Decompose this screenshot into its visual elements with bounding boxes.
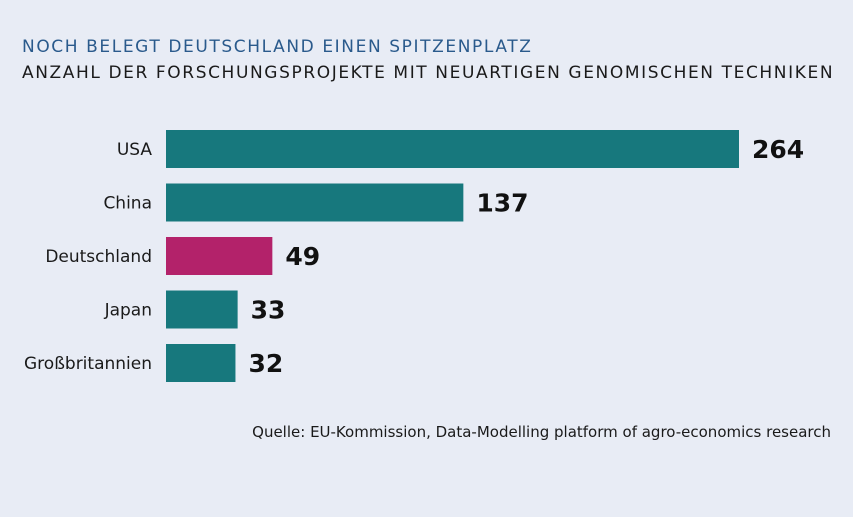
category-label-china: China	[103, 194, 152, 214]
value-label-usa: 264	[752, 135, 804, 164]
category-label-usa: USA	[117, 140, 153, 160]
bar-japan	[166, 290, 238, 329]
category-label-grossbritannien: Großbritannien	[24, 354, 152, 374]
value-label-grossbritannien: 32	[248, 349, 283, 378]
chart-title: NOCH BELEGT DEUTSCHLAND EINEN SPITZENPLA…	[22, 37, 533, 57]
bar-china	[166, 183, 464, 222]
value-label-japan: 33	[251, 296, 286, 325]
bar-grossbritannien	[166, 344, 236, 382]
bar-usa	[166, 130, 739, 168]
chart-subtitle: ANZAHL DER FORSCHUNGSPROJEKTE MIT NEUART…	[22, 63, 835, 83]
value-label-deutschland: 49	[285, 242, 320, 271]
bar-deutschland	[166, 237, 273, 275]
category-label-japan: Japan	[104, 301, 152, 321]
source-note: Quelle: EU-Kommission, Data-Modelling pl…	[252, 423, 831, 441]
category-label-deutschland: Deutschland	[45, 247, 152, 267]
value-label-china: 137	[476, 189, 528, 218]
